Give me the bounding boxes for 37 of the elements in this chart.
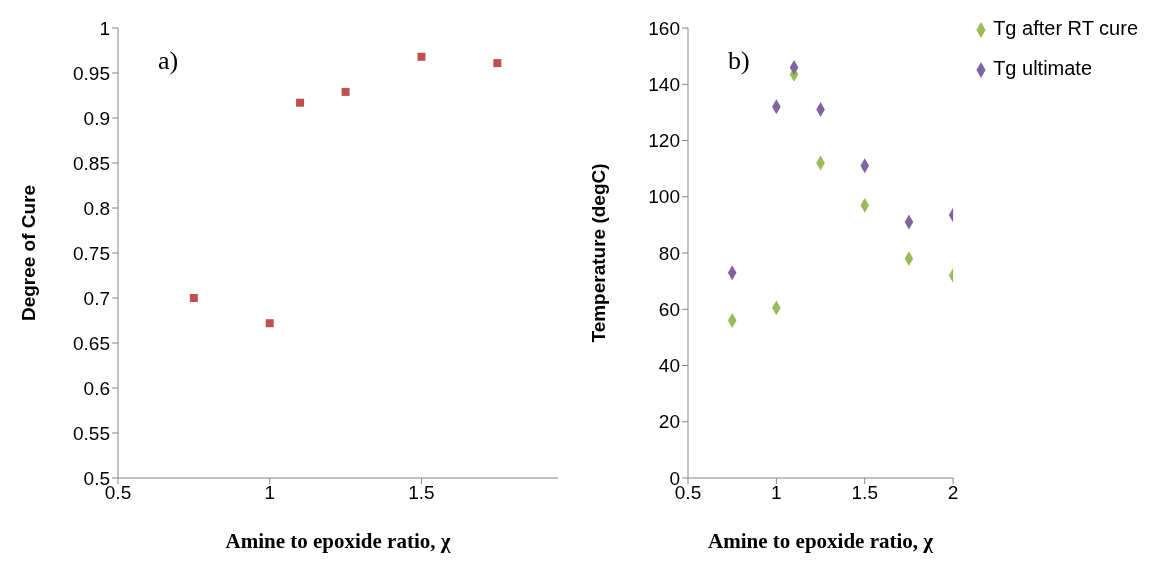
x-tick-label: 1.5 [408,482,435,504]
y-tick-label: 1 [99,17,110,39]
y-tick-label: 120 [648,130,680,152]
x-axis-title: Amine to epoxide ratio, χ [225,529,451,553]
y-tick-label: 0.55 [73,422,110,444]
annotation: a) [158,46,179,76]
y-tick-label: 0.75 [73,242,110,264]
y-axis-title: Degree of Cure [17,184,39,322]
x-tick-label: 1.5 [851,482,878,504]
y-tick-label: 0.95 [73,62,110,84]
y-tick-label: 0.7 [83,287,110,309]
y-tick-label: 100 [648,186,680,208]
legend-label: Tg ultimate [993,57,1093,79]
y-tick-label: 0.85 [73,152,110,174]
y-tick-label: 0.8 [83,197,110,219]
y-tick-label: 60 [658,298,680,320]
x-tick-label: 1 [771,482,782,504]
point [341,87,350,96]
point [189,294,198,302]
point [265,319,274,328]
y-tick-label: 160 [648,17,680,39]
x-tick-label: 1 [264,482,276,504]
y-tick-label: 40 [658,355,680,377]
y-tick-label: 80 [658,242,680,264]
legend-label: Tg after RT cure [993,17,1138,39]
point [417,52,426,61]
x-axis-title: Amine to epoxide ratio, χ [708,529,934,553]
y-tick-label: 20 [658,411,680,433]
x-tick-label: 2 [947,482,959,504]
annotation: b) [728,46,750,76]
y-tick-label: 140 [648,74,680,95]
point [296,98,305,107]
y-tick-label: 0.65 [73,332,110,354]
y-tick-label: 0.9 [83,107,110,129]
y-axis-title: Temperature (degC) [587,163,609,343]
point [493,59,502,68]
y-tick-label: 0.6 [83,377,110,399]
